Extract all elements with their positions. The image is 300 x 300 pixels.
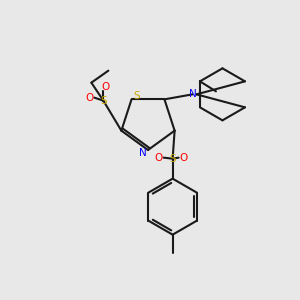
Text: N: N (189, 89, 196, 99)
Text: O: O (179, 153, 188, 163)
Text: O: O (154, 153, 163, 163)
Text: N: N (139, 148, 147, 158)
Text: S: S (169, 154, 176, 164)
Text: S: S (133, 91, 140, 101)
Text: O: O (85, 93, 94, 103)
Text: S: S (100, 96, 107, 106)
Text: O: O (101, 82, 110, 92)
